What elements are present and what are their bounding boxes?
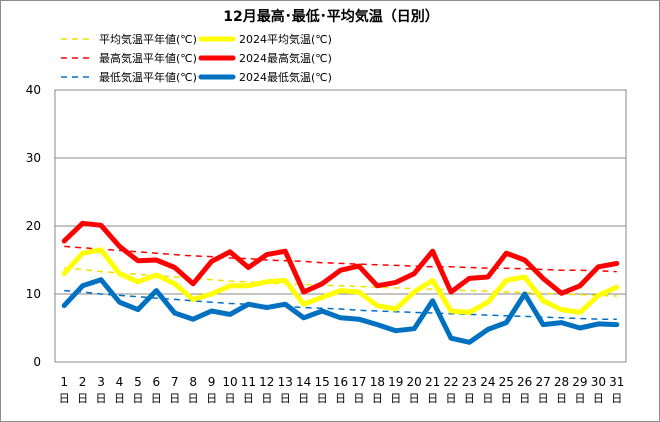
x-tick-day-label: 日 — [169, 392, 180, 405]
y-tick-label: 40 — [26, 83, 41, 97]
y-axis-ticks: 0 10 20 30 40 — [26, 83, 41, 369]
y-tick-label: 30 — [26, 151, 41, 165]
x-tick-label: 25 — [499, 375, 514, 389]
x-tick-label: 31 — [609, 375, 624, 389]
x-tick-day-label: 日 — [188, 392, 199, 405]
x-tick-label: 12 — [259, 375, 274, 389]
x-tick-label: 8 — [189, 375, 197, 389]
x-tick-day-label: 日 — [427, 392, 438, 405]
x-tick-day-label: 日 — [390, 392, 401, 405]
x-tick-label: 27 — [535, 375, 550, 389]
x-tick-day-label: 日 — [151, 392, 162, 405]
chart-title: 12月最高･最低･平均気温（日別） — [223, 8, 438, 25]
series-line-3 — [64, 245, 617, 273]
x-tick-label: 19 — [388, 375, 403, 389]
x-tick-label: 18 — [370, 375, 385, 389]
x-tick-day-label: 日 — [464, 392, 475, 405]
x-tick-day-label: 日 — [372, 392, 383, 405]
legend-label-3: 最高気温平年値(℃) — [99, 51, 197, 65]
x-tick-day-label: 日 — [298, 392, 309, 405]
x-tick-label: 26 — [517, 375, 532, 389]
x-tick-day-label: 日 — [409, 392, 420, 405]
x-tick-label: 13 — [278, 375, 293, 389]
legend-label-1: 平均気温平年値(℃) — [99, 32, 197, 46]
legend: 平均気温平年値(℃) 2024平均気温(℃) 最高気温平年値(℃) 2024最高気温(… — [61, 32, 332, 84]
x-tick-label: 16 — [333, 375, 348, 389]
plot-border — [54, 89, 627, 363]
x-tick-day-label: 日 — [335, 392, 346, 405]
x-tick-label: 20 — [407, 375, 422, 389]
x-tick-label: 24 — [480, 375, 495, 389]
x-tick-label: 21 — [425, 375, 440, 389]
x-tick-day-label: 日 — [59, 392, 70, 405]
x-tick-day-label: 日 — [593, 392, 604, 405]
x-tick-label: 3 — [97, 375, 105, 389]
x-axis-ticks: 1日2日3日4日5日6日7日8日9日10日11日12日13日14日15日16日1… — [59, 375, 625, 405]
x-tick-label: 28 — [554, 375, 569, 389]
x-tick-day-label: 日 — [96, 392, 107, 405]
x-tick-day-label: 日 — [114, 392, 125, 405]
series-layer — [61, 220, 620, 345]
x-tick-label: 7 — [171, 375, 179, 389]
series-line-6 — [61, 277, 620, 345]
x-tick-day-label: 日 — [482, 392, 493, 405]
x-tick-day-label: 日 — [574, 392, 585, 405]
x-tick-day-label: 日 — [501, 392, 512, 405]
x-tick-day-label: 日 — [538, 392, 549, 405]
x-tick-day-label: 日 — [224, 392, 235, 405]
x-tick-label: 30 — [591, 375, 606, 389]
series-line-2 — [61, 247, 620, 315]
x-tick-label: 17 — [351, 375, 366, 389]
x-tick-label: 29 — [572, 375, 587, 389]
legend-label-4: 2024最高気温(℃) — [239, 51, 332, 65]
x-tick-day-label: 日 — [77, 392, 88, 405]
series-line-4 — [61, 220, 620, 296]
legend-label-5: 最低気温平年値(℃) — [99, 70, 197, 84]
x-tick-label: 4 — [116, 375, 124, 389]
x-tick-label: 1 — [60, 375, 68, 389]
x-tick-day-label: 日 — [353, 392, 364, 405]
series-line-5 — [64, 289, 617, 320]
x-tick-label: 2 — [79, 375, 87, 389]
x-tick-day-label: 日 — [611, 392, 622, 405]
x-tick-day-label: 日 — [317, 392, 328, 405]
x-tick-label: 9 — [208, 375, 216, 389]
x-tick-label: 15 — [314, 375, 329, 389]
x-tick-label: 6 — [152, 375, 160, 389]
x-tick-label: 10 — [222, 375, 237, 389]
x-tick-label: 5 — [134, 375, 142, 389]
legend-label-6: 2024最低気温(℃) — [239, 70, 332, 84]
y-tick-label: 0 — [33, 355, 41, 369]
y-tick-label: 10 — [26, 287, 41, 301]
x-tick-day-label: 日 — [206, 392, 217, 405]
x-tick-day-label: 日 — [243, 392, 254, 405]
y-tick-label: 20 — [26, 219, 41, 233]
x-tick-day-label: 日 — [519, 392, 530, 405]
x-tick-label: 22 — [443, 375, 458, 389]
x-tick-label: 23 — [462, 375, 477, 389]
x-tick-day-label: 日 — [556, 392, 567, 405]
x-tick-day-label: 日 — [446, 392, 457, 405]
x-tick-label: 14 — [296, 375, 311, 389]
x-tick-label: 11 — [241, 375, 256, 389]
x-tick-day-label: 日 — [280, 392, 291, 405]
x-tick-day-label: 日 — [132, 392, 143, 405]
legend-label-2: 2024平均気温(℃) — [239, 32, 332, 46]
x-tick-day-label: 日 — [261, 392, 272, 405]
